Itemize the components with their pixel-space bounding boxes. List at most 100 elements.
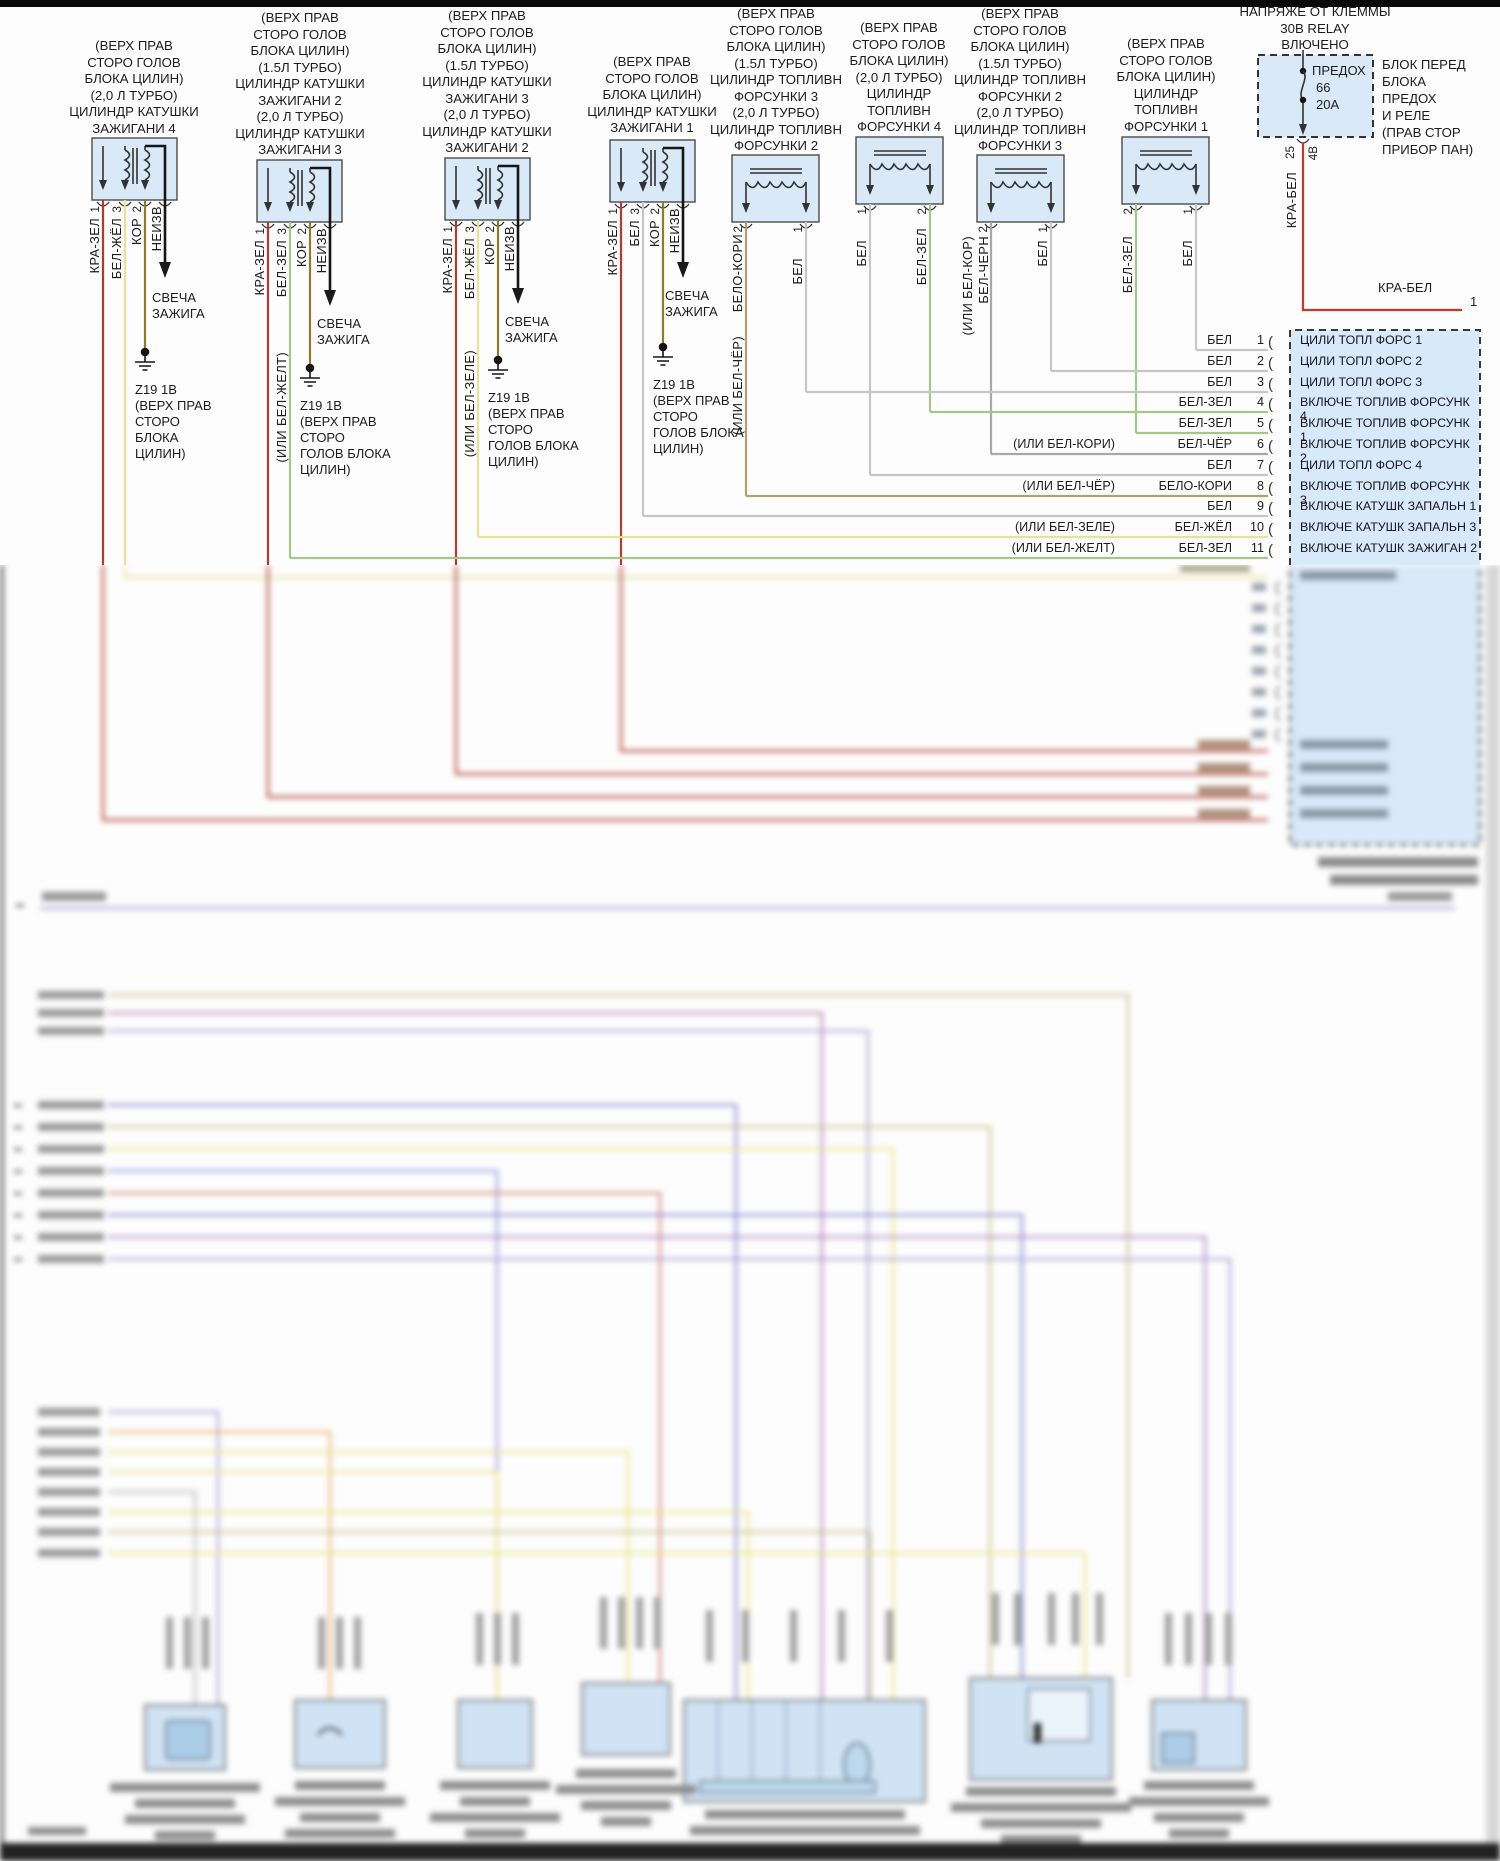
ecm-pin: 1: [1256, 333, 1264, 347]
spark-plug-label: СВЕЧА ЗАЖИГА: [505, 314, 558, 345]
ecm-pin: 9: [1256, 499, 1264, 513]
ecm-wire: БЕЛ: [1207, 499, 1232, 513]
ecm-label: ВКЛЮЧЕ КАТУШК ЗАПАЛЬН 3: [1300, 520, 1477, 534]
wire-label: БЕЛ-ЗЕЛ: [274, 240, 289, 298]
fuse-number: 66: [1316, 80, 1331, 95]
ground-label: Z19 1В (ВЕРХ ПРАВ СТОРО БЛОКА ЦИЛИН): [135, 382, 212, 461]
wire-label: НЕИЗВ: [667, 208, 682, 254]
ecm-label: ВКЛЮЧЕ ТОПЛИВ ФОРСУНК 2: [1300, 437, 1470, 465]
ecm-wire: БЕЛ: [1207, 333, 1232, 347]
wire-label: БЕЛ-ЖЁЛ: [109, 218, 124, 280]
wire-label: БЕЛ-ЧЕРН: [976, 236, 991, 304]
injector-3-2-symbol: [731, 154, 820, 229]
wire-label: КОР: [129, 218, 144, 245]
ecm-pin: 8: [1256, 479, 1264, 493]
pin-number: 2: [916, 208, 929, 215]
ecm-wire-alt: (ИЛИ БЕЛ-ЖЕЛТ): [1011, 541, 1115, 555]
wire-alt-label: (ИЛИ БЕЛ-ЧЁР): [730, 336, 745, 436]
schematic-top-layer: [0, 0, 1500, 565]
ecm-pin: 5: [1256, 416, 1264, 430]
wire-alt-label: (ИЛИ БЕЛ-КОР): [960, 236, 975, 336]
pin-number: 2: [484, 226, 497, 233]
pin-number: 1: [1182, 208, 1195, 215]
wire-label: БЕЛ-ЗЕЛ: [1120, 236, 1135, 294]
wire-label: КОР: [482, 238, 497, 265]
pin-number: 1: [442, 226, 455, 233]
injector-4-symbol: [855, 136, 944, 211]
injector-4-title: (ВЕРХ ПРАВ СТОРО ГОЛОВ БЛОКА ЦИЛИН) (2,0…: [849, 20, 949, 134]
ecm-pin: 4: [1256, 395, 1264, 409]
ignition-coil-2-3-symbol: [444, 157, 531, 227]
wire-label: БЕЛ: [790, 258, 805, 285]
wire-alt-label: (ИЛИ БЕЛ-ЖЕЛТ): [274, 352, 289, 463]
ecm-pin: 6: [1256, 437, 1264, 451]
ecm-wire-alt: (ИЛИ БЕЛ-КОРИ): [1013, 437, 1115, 451]
fuse-name: ПРЕДОХ: [1312, 63, 1366, 78]
fuse-connector: 4В: [1307, 146, 1320, 161]
pin-number: 2: [977, 226, 990, 233]
ignition-coil-1-symbol: [609, 139, 696, 209]
ecm-label: ВКЛЮЧЕ КАТУШК ЗАЖИГАН 2: [1300, 541, 1478, 555]
wire-label: НЕИЗВ: [149, 206, 164, 252]
pin-number: 2: [649, 208, 662, 215]
injector-2-3-symbol: [976, 154, 1065, 229]
fuse-rating: 20А: [1316, 97, 1340, 112]
ecm-label: ВКЛЮЧЕ ТОПЛИВ ФОРСУНК 1: [1300, 416, 1470, 444]
ecm-label: ЦИЛИ ТОПЛ ФОРС 3: [1300, 375, 1423, 389]
coil-2-3-title: (ВЕРХ ПРАВ СТОРО ГОЛОВ БЛОКА ЦИЛИН) (1.5…: [422, 8, 552, 155]
pin-number: 3: [629, 208, 642, 215]
ecm-pin: 7: [1256, 458, 1264, 472]
power-wire-label-vertical: КРА-БЕЛ: [1284, 172, 1299, 229]
spark-plug-label: СВЕЧА ЗАЖИГА: [665, 288, 718, 319]
pin-number: 3: [464, 226, 477, 233]
ecm-wire: БЕЛ-ЗЕЛ: [1178, 395, 1232, 409]
ground-label: Z19 1В (ВЕРХ ПРАВ СТОРО ГОЛОВ БЛОКА ЦИЛИ…: [300, 398, 391, 477]
injector-2-3-title: (ВЕРХ ПРАВ СТОРО ГОЛОВ БЛОКА ЦИЛИН) (1.5…: [954, 6, 1086, 153]
wire-label: КРА-ЗЕЛ: [440, 238, 455, 294]
ecm-wire: БЕЛ-ЖЁЛ: [1174, 520, 1232, 534]
pin-number: 3: [276, 228, 289, 235]
blurred-lower-schematic: [0, 565, 1500, 1861]
wire-label: КРА-ЗЕЛ: [87, 218, 102, 274]
ecm-pin: 2: [1256, 354, 1264, 368]
ecm-wire-alt: (ИЛИ БЕЛ-ЧЁР): [1022, 479, 1115, 493]
ecm-label: ЦИЛИ ТОПЛ ФОРС 4: [1300, 458, 1423, 472]
wire-label: БЕЛ: [1035, 240, 1050, 267]
spark-plug-label: СВЕЧА ЗАЖИГА: [317, 316, 370, 347]
pin-number: 1: [607, 208, 620, 215]
pin-number: 2: [131, 206, 144, 213]
wire-label: КРА-ЗЕЛ: [252, 240, 267, 296]
ecm-wire: БЕЛ: [1207, 375, 1232, 389]
ecm-wire: БЕЛО-КОРИ: [1158, 479, 1232, 493]
coil-4-title: (ВЕРХ ПРАВ СТОРО ГОЛОВ БЛОКА ЦИЛИН) (2,0…: [69, 38, 199, 136]
ecm-label: ВКЛЮЧЕ КАТУШК ЗАПАЛЬН 1: [1300, 499, 1477, 513]
ground-label: Z19 1В (ВЕРХ ПРАВ СТОРО ГОЛОВ БЛОКА ЦИЛИ…: [488, 390, 579, 469]
ecm-wire: БЕЛ: [1207, 458, 1232, 472]
ecm-wire: БЕЛ-ЗЕЛ: [1178, 541, 1232, 555]
ecm-wire: БЕЛ: [1207, 354, 1232, 368]
wire-label: НЕИЗВ: [314, 228, 329, 274]
pin-number: 1: [856, 208, 869, 215]
ecm-connector-box: [1290, 330, 1480, 565]
wire-label: БЕЛО-КОРИ: [730, 234, 745, 313]
ecm-pin: 10: [1249, 520, 1264, 534]
fuse-pin-number: 25: [1284, 146, 1297, 159]
wire-label: БЕЛ: [1180, 240, 1195, 267]
coil-1-title: (ВЕРХ ПРАВ СТОРО ГОЛОВ БЛОКА ЦИЛИН) ЦИЛИ…: [587, 54, 717, 135]
injector-1-symbol: [1121, 136, 1210, 211]
ignition-coil-4-symbol: [91, 137, 178, 207]
wire-label: БЕЛ: [854, 240, 869, 267]
ecm-wire: БЕЛ-ЗЕЛ: [1178, 416, 1232, 430]
wire-label: КОР: [647, 220, 662, 247]
pin-number: 1: [1037, 226, 1050, 233]
fuse-side-label: БЛОК ПЕРЕД БЛОКА ПРЕДОХ И РЕЛЕ (ПРАВ СТО…: [1382, 57, 1474, 157]
ecm-label: ВКЛЮЧЕ ТОПЛИВ ФОРСУНК 3: [1300, 479, 1470, 507]
ecm-wire-alt: (ИЛИ БЕЛ-ЗЕЛЕ): [1014, 520, 1115, 534]
wire-alt-label: (ИЛИ БЕЛ-ЗЕЛЕ): [462, 350, 477, 458]
pin-number: 2: [296, 228, 309, 235]
wire-label: КОР: [294, 240, 309, 267]
pin-number: 1: [792, 226, 805, 233]
injector-3-2-title: (ВЕРХ ПРАВ СТОРО ГОЛОВ БЛОКА ЦИЛИН) (1.5…: [710, 6, 842, 153]
ecm-label: ЦИЛИ ТОПЛ ФОРС 2: [1300, 354, 1423, 368]
